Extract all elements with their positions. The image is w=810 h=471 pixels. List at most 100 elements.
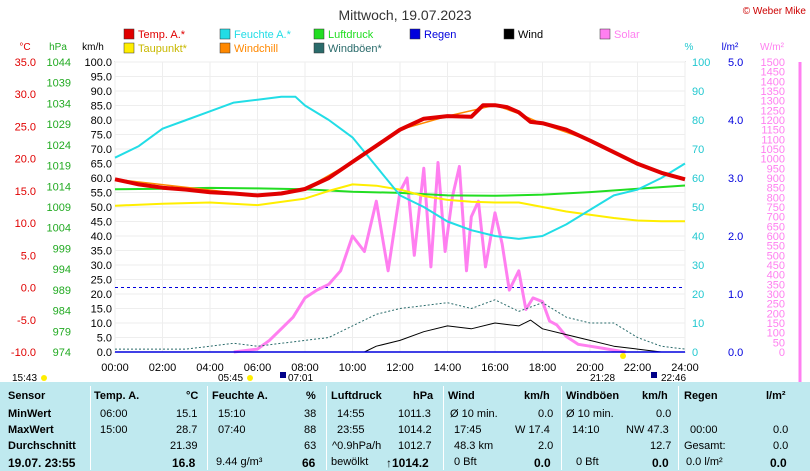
- x-tick-label: 14:00: [434, 362, 462, 374]
- solar-tick-label: 1500: [761, 57, 785, 69]
- moon-marker: [280, 372, 286, 378]
- temp-tick-label: 5.0: [21, 250, 36, 262]
- feuchte-max-time: 07:40: [218, 424, 246, 436]
- solar-tick-label: 450: [767, 260, 785, 272]
- axis-ticks: 100.095.090.085.080.075.070.065.060.055.…: [11, 57, 785, 374]
- temp-avg-value: 21.39: [170, 440, 198, 452]
- regen-current-text: 0.0 l/m²: [686, 456, 723, 468]
- solar-tick-label: 100: [767, 328, 785, 340]
- legend-swatch: [123, 28, 135, 40]
- humidity-tick-label: 100: [692, 57, 710, 69]
- solar-tick-label: 1050: [761, 144, 785, 156]
- solar-tick-label: 1150: [761, 125, 785, 137]
- header-wind: Wind: [448, 390, 475, 402]
- x-tick-label: 04:00: [196, 362, 224, 374]
- header-regen-unit: l/m²: [766, 390, 786, 402]
- wind-tick-label: 20.0: [91, 289, 112, 301]
- sun-time-label: 22:46: [661, 373, 686, 382]
- regen-current-value: 0.0: [770, 456, 787, 470]
- pressure-tick-label: 974: [53, 347, 71, 359]
- humidity-tick-label: 10: [692, 318, 704, 330]
- column-separator: [678, 386, 679, 470]
- legend-label: Temp. A.*: [138, 29, 186, 41]
- wind-tick-label: 60.0: [91, 173, 112, 185]
- sun-events: 15:43 05:45 07:01 21:28 22:46: [12, 353, 686, 382]
- stats-table: Sensor Temp. A. °C Feuchte A. % Luftdruc…: [0, 382, 810, 471]
- windboeen-max-value: NW 47.3: [626, 424, 669, 436]
- solar-tick-label: 500: [767, 250, 785, 262]
- wind-tick-label: 45.0: [91, 217, 112, 229]
- feuchte-avg-value: 63: [304, 440, 317, 452]
- header-feuchte: Feuchte A.: [212, 390, 268, 402]
- legend-swatch: [219, 42, 231, 54]
- sun-marker: [620, 353, 626, 359]
- humidity-tick-label: 80: [692, 115, 704, 127]
- solar-tick-label: 350: [767, 279, 785, 291]
- header-regen: Regen: [684, 390, 718, 402]
- wind-tick-label: 55.0: [91, 188, 112, 200]
- rain-tick-label: 0.0: [728, 347, 743, 359]
- solar-tick-label: 1400: [761, 76, 785, 88]
- humidity-tick-label: 70: [692, 144, 704, 156]
- luftdruck-avg-value: 1012.7: [398, 440, 432, 452]
- wind-tick-label: 85.0: [91, 101, 112, 113]
- solar-tick-label: 650: [767, 221, 785, 233]
- temp-max-time: 15:00: [100, 424, 128, 436]
- row-label: Durchschnitt: [8, 440, 76, 452]
- windboeen-min-value: 0.0: [656, 408, 672, 420]
- humidity-tick-label: 20: [692, 289, 704, 301]
- series-luftdruck-line: [114, 184, 686, 197]
- windboeen-max-time: 14:10: [572, 424, 600, 436]
- feuchte-max-value: 88: [304, 424, 317, 436]
- luftdruck-current-value: ↑1014.2: [386, 456, 429, 470]
- humidity-tick-label: 30: [692, 260, 704, 272]
- temp-tick-label: 30.0: [15, 89, 36, 101]
- legend-label: Luftdruck: [328, 29, 374, 41]
- legend-label: Regen: [424, 29, 456, 41]
- solar-tick-label: 800: [767, 192, 785, 204]
- x-tick-label: 16:00: [481, 362, 509, 374]
- luftdruck-max-time: 23:55: [337, 424, 365, 436]
- solar-tick-label: 1250: [761, 105, 785, 117]
- luftdruck-min-time: 14:55: [337, 408, 365, 420]
- solar-tick-label: 250: [767, 299, 785, 311]
- legend-swatch: [503, 28, 515, 40]
- series-feuchtea-line: [114, 95, 686, 240]
- series-group: [114, 95, 686, 354]
- x-tick-label: 12:00: [386, 362, 414, 374]
- pressure-tick-label: 1039: [47, 78, 71, 90]
- wind-tick-label: 90.0: [91, 86, 112, 98]
- luftdruck-min-value: 1011.3: [398, 408, 431, 420]
- feuchte-min-value: 38: [304, 408, 317, 420]
- pressure-tick-label: 1019: [47, 161, 71, 173]
- rain-tick-label: 2.0: [728, 231, 743, 243]
- feuchte-min-time: 15:10: [218, 408, 246, 420]
- regen-max-time: 00:00: [690, 424, 718, 436]
- legend-swatch: [409, 28, 421, 40]
- wind-tick-label: 15.0: [91, 304, 112, 316]
- solar-tick-label: 1200: [761, 115, 785, 127]
- solar-tick-label: 850: [767, 183, 785, 195]
- solar-tick-label: 550: [767, 241, 785, 253]
- header-sensor: Sensor: [8, 390, 46, 402]
- legend-label: Windböen*: [328, 43, 383, 55]
- wind-tick-label: 40.0: [91, 231, 112, 243]
- sun-time-label: 07:01: [288, 373, 313, 382]
- wind-bft: 0 Bft: [454, 456, 477, 468]
- legend-swatch: [219, 28, 231, 40]
- solar-tick-label: 950: [767, 163, 785, 175]
- wind-distance: 48.3 km: [454, 440, 494, 452]
- sun-marker: [41, 375, 47, 381]
- pressure-tick-label: 1029: [47, 119, 71, 131]
- rain-tick-label: 5.0: [728, 57, 743, 69]
- luftdruck-trend: ^0.9hPa/h: [332, 440, 382, 452]
- temp-min-time: 06:00: [100, 408, 128, 420]
- weather-chart: Mittwoch, 19.07.2023 © Weber Mike Temp. …: [11, 6, 806, 382]
- regen-total-value: 0.0: [773, 440, 789, 452]
- humidity-tick-label: 50: [692, 202, 704, 214]
- weather-forecast: bewölkt: [331, 456, 369, 468]
- solar-tick-label: 900: [767, 173, 785, 185]
- windboeen-min-label: Ø 10 min.: [566, 408, 614, 420]
- header-windboeen: Windböen: [566, 390, 620, 402]
- humidity-tick-label: 40: [692, 231, 704, 243]
